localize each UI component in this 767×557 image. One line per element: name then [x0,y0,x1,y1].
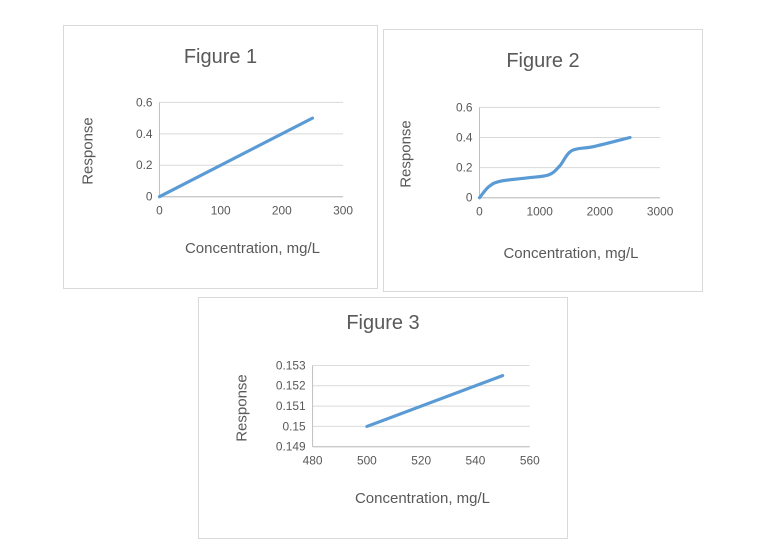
svg-text:200: 200 [272,204,292,218]
svg-text:0: 0 [146,190,153,204]
svg-text:0.6: 0.6 [456,100,473,114]
svg-text:3000: 3000 [647,205,674,219]
figure-2-chart: Figure 2 0 0.2 0.4 0.6 0 1000 2000 3000 Respons… [383,29,703,292]
svg-text:1000: 1000 [526,205,553,219]
svg-text:0: 0 [476,205,483,219]
svg-text:0.152: 0.152 [276,379,306,393]
svg-text:480: 480 [303,454,323,468]
svg-text:300: 300 [333,204,353,218]
svg-text:0: 0 [156,204,163,218]
svg-text:560: 560 [520,454,540,468]
figure-3-y-axis-title: Response [233,374,251,442]
svg-text:0.4: 0.4 [456,130,473,144]
svg-text:0.149: 0.149 [276,440,306,454]
svg-text:0.2: 0.2 [136,158,153,172]
svg-text:540: 540 [466,454,486,468]
svg-text:100: 100 [211,204,231,218]
svg-text:0: 0 [466,191,473,205]
svg-text:500: 500 [357,454,377,468]
svg-text:0.6: 0.6 [136,95,153,109]
svg-text:2000: 2000 [587,205,614,219]
figure-1-plot-area: 0 0.2 0.4 0.6 0 100 200 300 [136,95,353,218]
figure-2-title: Figure 2 [506,50,580,72]
figure-3-plot-area: 0.149 0.15 0.151 0.152 0.153 480 500 520 540 560 [276,358,540,468]
figure-3-x-axis-title: Concentration, mg/L [354,490,491,507]
svg-text:520: 520 [411,454,431,468]
svg-text:0.153: 0.153 [276,358,306,372]
figure-3-title: Figure 3 [346,312,420,334]
svg-text:0.15: 0.15 [282,419,306,433]
figure-2-x-axis-title: Concentration, mg/L [503,245,639,262]
figure-2-y-axis-title: Response [397,120,415,188]
svg-text:0.151: 0.151 [276,399,306,413]
figure-2-plot-area: 0 0.2 0.4 0.6 0 1000 2000 3000 [456,100,674,219]
figure-1-title: Figure 1 [183,46,258,68]
svg-text:0.4: 0.4 [136,127,153,141]
figure-1-x-axis-title: Concentration, mg/L [184,240,321,257]
figure-1-y-axis-title: Response [79,117,97,185]
figure-3-chart: Figure 3 0.149 0.15 0.151 0.152 0.153 480 500 5… [198,297,568,539]
figure-1-chart: Figure 1 0 0.2 0.4 0.6 0 100 200 300 Response C… [63,25,378,289]
svg-text:0.2: 0.2 [456,161,473,175]
